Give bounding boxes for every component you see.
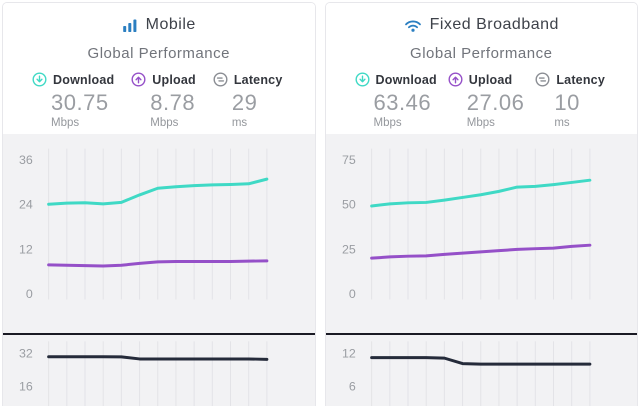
- download-circle-icon: [354, 72, 370, 87]
- stat-label: Latency: [233, 72, 283, 87]
- y-tick-label: 32: [19, 347, 33, 361]
- y-tick-label: 36: [19, 153, 33, 167]
- panel-title: Fixed Broadband: [429, 16, 559, 33]
- stat-unit: Mbps: [373, 117, 402, 129]
- y-tick-label: 75: [341, 153, 355, 167]
- stat-unit: Mbps: [466, 117, 495, 129]
- y-tick-label: 12: [19, 242, 33, 256]
- y-tick-label: 50: [341, 198, 355, 212]
- series-line: [47, 355, 269, 361]
- section-title: Global Performance: [410, 45, 553, 62]
- section-title: Global Performance: [87, 45, 230, 62]
- upload-circle-icon: [448, 72, 463, 87]
- fixed-panel-header: Fixed Broadband Global Performance Downl…: [325, 3, 638, 134]
- fixed-speed-chart[interactable]: 75 50 25 0: [326, 134, 638, 333]
- upload-stat: Upload 8.78 Mbps: [131, 72, 196, 129]
- stat-value: 29: [231, 90, 258, 115]
- y-tick-label: 16: [19, 379, 33, 393]
- y-tick-label: 0: [348, 287, 355, 301]
- series-line: [369, 356, 591, 366]
- y-tick-label: 6: [348, 379, 355, 393]
- section-divider: [325, 333, 637, 335]
- mobile-panel: Mobile Global Performance Download 30: [2, 2, 316, 406]
- mobile-panel-header: Mobile Global Performance Download 30: [3, 3, 315, 134]
- stat-value: 27.06: [466, 90, 525, 115]
- y-tick-label: 12: [341, 347, 355, 361]
- mobile-speed-chart[interactable]: 36 24 12 0: [3, 134, 315, 333]
- latency-stat: Latency 10 ms: [535, 72, 605, 129]
- stat-unit: ms: [231, 117, 248, 129]
- mobile-title-row: Mobile: [3, 3, 315, 34]
- stat-label: Download: [375, 72, 437, 87]
- series-line: [369, 178, 591, 208]
- fixed-broadband-panel: Fixed Broadband Global Performance Downl…: [324, 2, 638, 406]
- fixed-latency-chart[interactable]: 12 6: [326, 335, 638, 406]
- download-stat: Download 30.75 Mbps: [32, 72, 114, 129]
- series-line: [47, 177, 269, 206]
- fixed-title-row: Fixed Broadband: [326, 3, 638, 34]
- latency-circle-icon: [535, 72, 550, 87]
- mobile-latency-chart[interactable]: 32 16: [3, 335, 315, 406]
- y-tick-label: 25: [341, 242, 355, 256]
- wifi-icon: [404, 18, 422, 33]
- section-divider: [3, 333, 315, 335]
- stat-label: Upload: [468, 72, 513, 87]
- stat-value: 8.78: [150, 90, 196, 115]
- upload-stat: Upload 27.06 Mbps: [448, 72, 525, 129]
- upload-circle-icon: [131, 72, 146, 87]
- series-line: [369, 243, 591, 260]
- stat-unit: ms: [554, 117, 570, 129]
- stat-value: 63.46: [373, 90, 432, 115]
- y-tick-label: 0: [26, 287, 33, 301]
- fixed-latency-chart-section: 12 6: [325, 335, 638, 406]
- panel-title: Mobile: [145, 16, 196, 33]
- mobile-speed-chart-section: 36 24 12 0: [3, 134, 315, 333]
- series-line: [47, 259, 269, 268]
- stat-label: Download: [53, 72, 115, 87]
- signal-bars-icon: [122, 18, 138, 33]
- stat-label: Latency: [556, 72, 605, 87]
- download-circle-icon: [32, 72, 47, 87]
- stat-label: Upload: [152, 72, 196, 87]
- stat-unit: Mbps: [51, 117, 80, 129]
- download-stat: Download 63.46 Mbps: [354, 72, 437, 129]
- stat-value: 10: [554, 90, 580, 115]
- latency-stat: Latency 29 ms: [213, 72, 283, 129]
- fixed-speed-chart-section: 75 50 25 0: [325, 134, 638, 333]
- stat-unit: Mbps: [150, 117, 179, 129]
- y-tick-label: 24: [19, 198, 33, 212]
- stat-value: 30.75: [51, 90, 109, 115]
- latency-circle-icon: [213, 72, 228, 87]
- mobile-latency-chart-section: 32 16: [3, 335, 315, 406]
- mobile-stats-row: Download 30.75 Mbps Upload: [3, 62, 315, 129]
- fixed-stats-row: Download 63.46 Mbps Upload: [326, 62, 638, 129]
